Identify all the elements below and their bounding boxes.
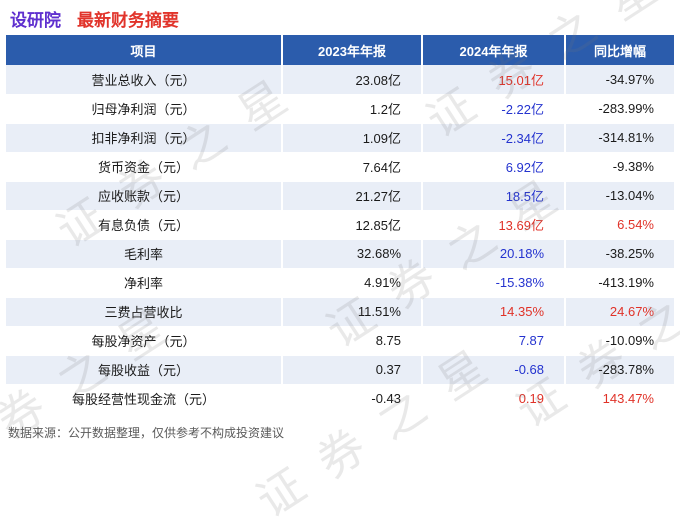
column-header-2024: 2024年年报 bbox=[422, 35, 566, 65]
cell-item: 每股净资产（元） bbox=[6, 326, 283, 356]
cell-2024: 18.5亿 bbox=[422, 181, 566, 211]
cell-2024: -2.22亿 bbox=[422, 94, 566, 124]
cell-2024: 15.01亿 bbox=[422, 65, 566, 95]
cell-item: 货币资金（元） bbox=[6, 152, 283, 182]
table-row: 每股净资产（元） 8.75 7.87 -10.09% bbox=[6, 326, 674, 356]
cell-2024: 20.18% bbox=[422, 239, 566, 269]
cell-item: 每股收益（元） bbox=[6, 355, 283, 385]
cell-2023: 1.09亿 bbox=[282, 123, 423, 153]
cell-yoy: -314.81% bbox=[565, 123, 674, 153]
cell-yoy: -413.19% bbox=[565, 268, 674, 298]
report-title: 最新财务摘要 bbox=[77, 11, 179, 30]
column-header-yoy: 同比增幅 bbox=[565, 35, 674, 65]
table-row: 扣非净利润（元） 1.09亿 -2.34亿 -314.81% bbox=[6, 123, 674, 153]
cell-2024: 0.19 bbox=[422, 384, 566, 414]
table-row: 有息负债（元） 12.85亿 13.69亿 6.54% bbox=[6, 210, 674, 240]
cell-item: 应收账款（元） bbox=[6, 181, 283, 211]
cell-2023: 1.2亿 bbox=[282, 94, 423, 124]
cell-2023: 7.64亿 bbox=[282, 152, 423, 182]
cell-2023: 32.68% bbox=[282, 239, 423, 269]
cell-item: 净利率 bbox=[6, 268, 283, 298]
cell-2023: 23.08亿 bbox=[282, 65, 423, 95]
cell-2024: 14.35% bbox=[422, 297, 566, 327]
cell-item: 营业总收入（元） bbox=[6, 65, 283, 95]
table-row: 毛利率 32.68% 20.18% -38.25% bbox=[6, 239, 674, 269]
cell-2024: -2.34亿 bbox=[422, 123, 566, 153]
cell-2024: 13.69亿 bbox=[422, 210, 566, 240]
cell-2023: 12.85亿 bbox=[282, 210, 423, 240]
cell-yoy: -10.09% bbox=[565, 326, 674, 356]
cell-yoy: 143.47% bbox=[565, 384, 674, 414]
cell-2023: -0.43 bbox=[282, 384, 423, 414]
table-row: 每股收益（元） 0.37 -0.68 -283.78% bbox=[6, 355, 674, 385]
cell-2024: -0.68 bbox=[422, 355, 566, 385]
table-row: 净利率 4.91% -15.38% -413.19% bbox=[6, 268, 674, 298]
cell-yoy: -38.25% bbox=[565, 239, 674, 269]
table-row: 归母净利润（元） 1.2亿 -2.22亿 -283.99% bbox=[6, 94, 674, 124]
cell-2023: 11.51% bbox=[282, 297, 423, 327]
table-body: 营业总收入（元） 23.08亿 15.01亿 -34.97% 归母净利润（元） 1.2亿 -… bbox=[6, 65, 674, 414]
cell-2023: 4.91% bbox=[282, 268, 423, 298]
financial-table: 项目 2023年年报 2024年年报 同比增幅 营业总收入（元） 23.08亿 15.01… bbox=[6, 35, 674, 414]
table-row: 每股经营性现金流（元） -0.43 0.19 143.47% bbox=[6, 384, 674, 414]
cell-item: 归母净利润（元） bbox=[6, 94, 283, 124]
cell-yoy: -34.97% bbox=[565, 65, 674, 95]
cell-2024: 7.87 bbox=[422, 326, 566, 356]
cell-yoy: 24.67% bbox=[565, 297, 674, 327]
cell-yoy: 6.54% bbox=[565, 210, 674, 240]
cell-2023: 21.27亿 bbox=[282, 181, 423, 211]
table-row: 三费占营收比 11.51% 14.35% 24.67% bbox=[6, 297, 674, 327]
column-header-2023: 2023年年报 bbox=[282, 35, 423, 65]
cell-2024: 6.92亿 bbox=[422, 152, 566, 182]
table-row: 货币资金（元） 7.64亿 6.92亿 -9.38% bbox=[6, 152, 674, 182]
cell-2023: 0.37 bbox=[282, 355, 423, 385]
cell-yoy: -9.38% bbox=[565, 152, 674, 182]
cell-item: 每股经营性现金流（元） bbox=[6, 384, 283, 414]
data-source-note: 数据来源：公开数据整理，仅供参考不构成投资建议 bbox=[8, 426, 285, 440]
cell-yoy: -13.04% bbox=[565, 181, 674, 211]
cell-yoy: -283.99% bbox=[565, 94, 674, 124]
column-header-item: 项目 bbox=[6, 35, 283, 65]
cell-item: 毛利率 bbox=[6, 239, 283, 269]
table-header: 项目 2023年年报 2024年年报 同比增幅 bbox=[6, 35, 674, 65]
cell-item: 三费占营收比 bbox=[6, 297, 283, 327]
cell-item: 有息负债（元） bbox=[6, 210, 283, 240]
header-row: 项目 2023年年报 2024年年报 同比增幅 bbox=[6, 35, 674, 65]
cell-2024: -15.38% bbox=[422, 268, 566, 298]
page-title: 设研院 最新财务摘要 bbox=[10, 6, 179, 31]
cell-yoy: -283.78% bbox=[565, 355, 674, 385]
cell-2023: 8.75 bbox=[282, 326, 423, 356]
stock-name: 设研院 bbox=[10, 11, 61, 30]
cell-item: 扣非净利润（元） bbox=[6, 123, 283, 153]
table-row: 营业总收入（元） 23.08亿 15.01亿 -34.97% bbox=[6, 65, 674, 95]
table-row: 应收账款（元） 21.27亿 18.5亿 -13.04% bbox=[6, 181, 674, 211]
